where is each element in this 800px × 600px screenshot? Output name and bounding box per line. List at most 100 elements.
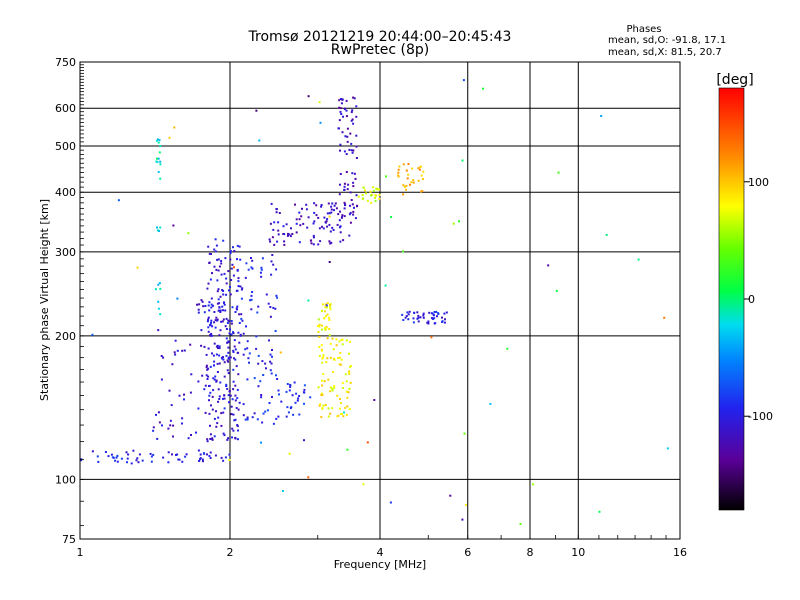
data-point [222, 309, 224, 312]
data-point [276, 378, 279, 380]
data-point [378, 194, 381, 196]
data-point [329, 308, 332, 311]
data-point [206, 440, 209, 443]
data-point [666, 447, 669, 450]
data-point [274, 307, 277, 310]
data-point [213, 435, 216, 438]
data-point [343, 182, 346, 185]
data-point [158, 151, 161, 154]
data-point [227, 437, 230, 440]
data-point [329, 386, 332, 389]
data-point [206, 438, 209, 441]
data-point [331, 387, 334, 390]
data-point [220, 260, 223, 262]
data-point [349, 221, 352, 224]
data-point [218, 395, 221, 398]
data-point [187, 232, 190, 235]
data-point [281, 490, 284, 492]
data-point [248, 361, 250, 364]
data-point [270, 372, 273, 375]
colorbar-tick-label: -100 [748, 410, 773, 423]
data-point [232, 246, 234, 249]
data-point [158, 139, 161, 142]
data-point [406, 177, 409, 180]
data-point [331, 226, 334, 229]
data-point [207, 316, 210, 319]
data-point [225, 337, 228, 340]
data-point [209, 391, 212, 394]
data-point [362, 483, 365, 486]
data-point [269, 360, 272, 363]
data-point [178, 394, 181, 397]
data-point [324, 327, 327, 330]
data-point [209, 365, 212, 368]
data-point [291, 233, 294, 235]
data-point [201, 374, 204, 377]
colorbar [718, 87, 745, 511]
data-point [242, 403, 245, 406]
data-point [349, 211, 352, 214]
data-point [318, 323, 321, 326]
data-point [433, 317, 436, 320]
data-point [157, 141, 160, 144]
data-point [251, 267, 254, 270]
data-point [337, 414, 340, 417]
data-point [417, 314, 420, 317]
data-point [328, 215, 331, 218]
data-point [159, 177, 162, 180]
data-point [328, 212, 331, 215]
data-point [246, 340, 249, 343]
data-point [226, 369, 229, 372]
data-point [280, 400, 283, 403]
data-point [127, 453, 130, 456]
data-point [320, 394, 323, 396]
data-point [237, 331, 240, 334]
data-point [319, 403, 322, 406]
data-point [156, 157, 158, 160]
data-point [405, 184, 408, 187]
x-tick-label: 1 [77, 546, 84, 559]
data-point [167, 427, 170, 430]
data-point [313, 220, 316, 223]
data-point [325, 304, 328, 307]
data-point [265, 293, 268, 296]
data-point [347, 391, 350, 394]
data-point [276, 240, 279, 243]
axis-ticks: 1 2 4 6 8 10 16 75 100 200 300 400 500 600 750 [55, 56, 687, 559]
data-point [339, 231, 342, 234]
data-point [348, 213, 351, 216]
data-point [458, 220, 460, 223]
data-point [351, 151, 354, 154]
data-point [229, 356, 232, 359]
data-point [437, 313, 440, 315]
data-point [202, 460, 204, 463]
data-point [318, 336, 321, 338]
data-point [220, 273, 223, 276]
data-point [216, 362, 219, 365]
data-point [337, 127, 340, 130]
data-point [223, 301, 225, 304]
data-point [342, 239, 345, 242]
data-point [370, 201, 373, 204]
data-point [238, 401, 241, 404]
data-point [161, 424, 163, 427]
data-point [318, 101, 321, 104]
data-point [172, 435, 174, 438]
data-point [269, 369, 272, 372]
data-point [272, 422, 275, 425]
data-point [231, 306, 234, 309]
data-point [270, 260, 273, 263]
data-point [286, 406, 289, 409]
data-point [330, 211, 333, 214]
data-point [203, 311, 206, 314]
y-tick-label: 75 [62, 533, 76, 546]
data-point [209, 323, 212, 326]
data-point [260, 394, 263, 396]
data-point [209, 278, 212, 281]
data-point [355, 105, 358, 108]
data-point [303, 402, 305, 405]
data-point [326, 313, 329, 316]
data-point [422, 312, 425, 315]
data-point [273, 221, 276, 224]
data-point [242, 332, 245, 335]
